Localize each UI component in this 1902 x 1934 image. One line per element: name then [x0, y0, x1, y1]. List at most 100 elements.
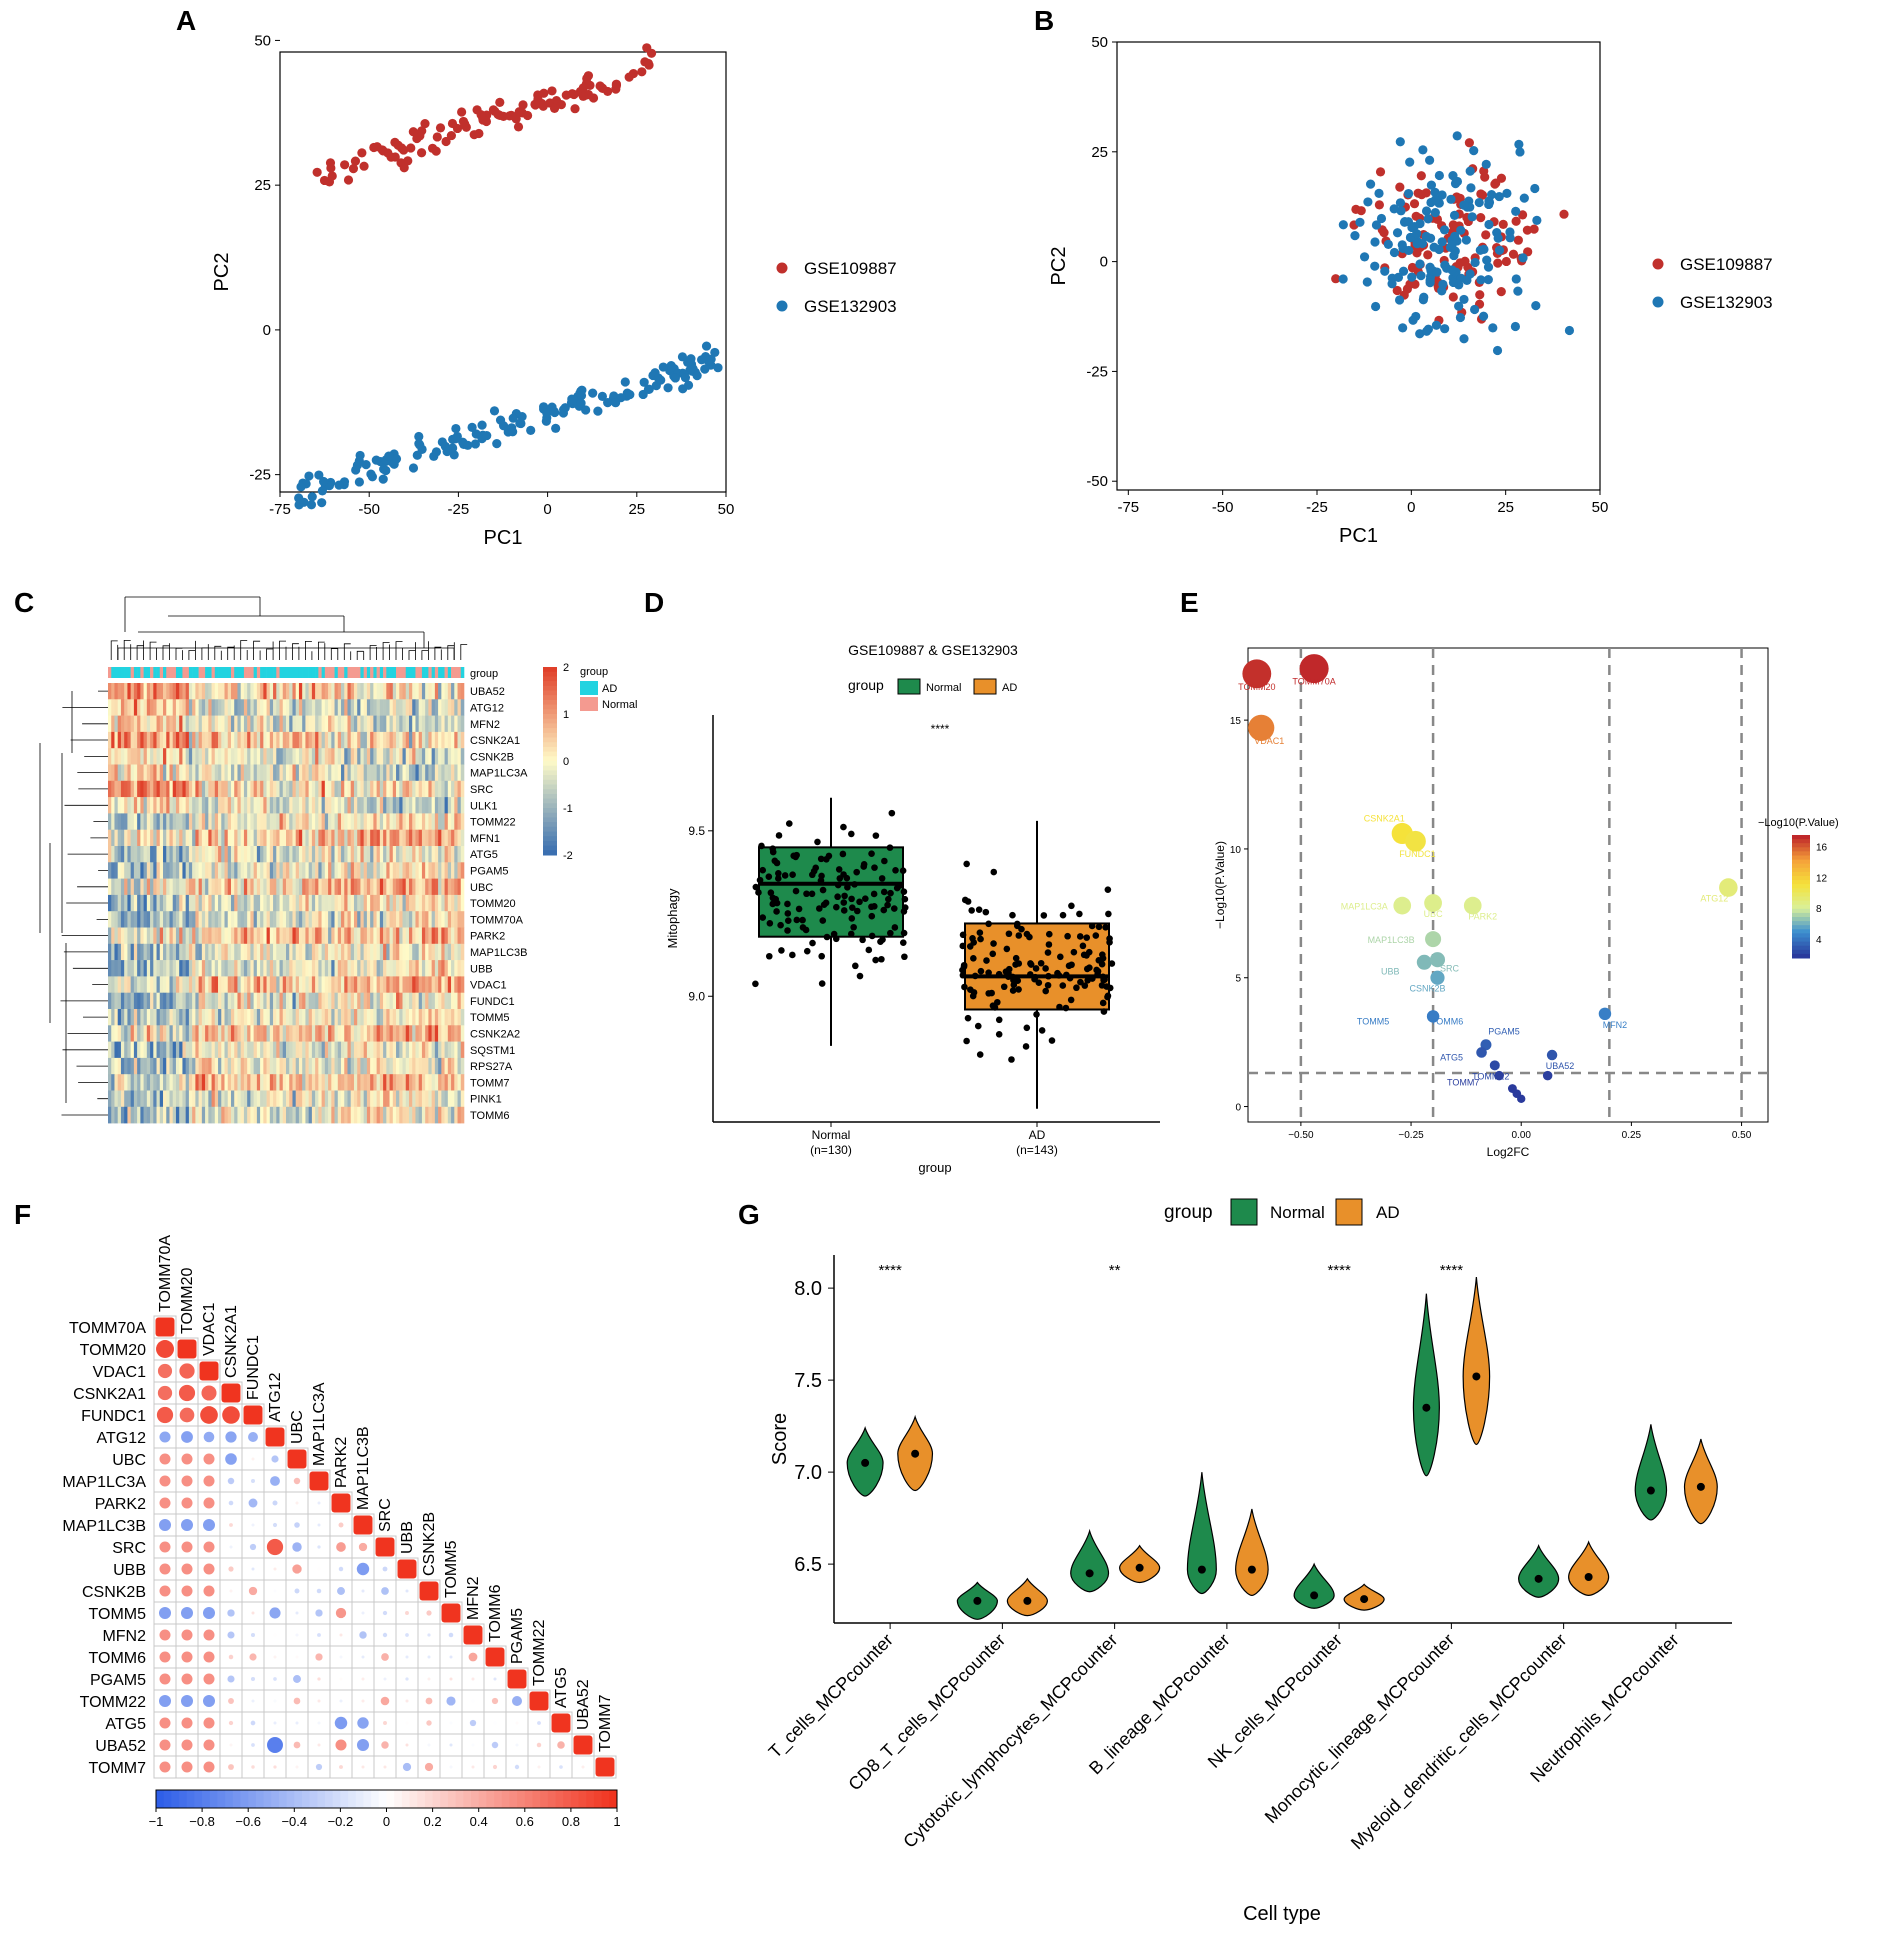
heatmap-cell	[276, 780, 280, 798]
heatmap-cell	[133, 1074, 138, 1091]
heatmap-cell	[370, 780, 374, 798]
jitter-point	[848, 915, 856, 922]
color-scale-tick: -2	[563, 850, 573, 862]
heatmap-cell	[360, 731, 364, 749]
heatmap-cell	[305, 1009, 309, 1026]
heatmap-cell	[214, 894, 219, 912]
heatmap-cell	[198, 1106, 203, 1124]
heatmap-cell	[451, 846, 455, 863]
heatmap-cell	[185, 1057, 190, 1075]
corr-circle	[338, 1522, 344, 1528]
significance-marker: ****	[1440, 1262, 1464, 1279]
heatmap-cell	[360, 1041, 364, 1059]
corr-circle	[222, 1406, 240, 1424]
heatmap-cell	[396, 699, 400, 716]
heatmap-cell	[227, 813, 232, 830]
legend-color-step	[1792, 941, 1810, 947]
heatmap-cell	[286, 797, 290, 814]
heatmap-cell	[153, 1106, 157, 1124]
heatmap-cell	[182, 1009, 186, 1026]
heatmap-cell	[425, 894, 429, 912]
heatmap-cell	[169, 911, 174, 928]
heatmap-cell	[324, 927, 329, 945]
legend-color-step	[1792, 945, 1810, 951]
heatmap-cell	[444, 976, 449, 993]
colorbar-step	[156, 1790, 165, 1808]
heatmap-cell	[269, 715, 274, 733]
heatmap-cell	[328, 829, 332, 847]
heatmap-row-label: TOMM7	[470, 1077, 510, 1089]
heatmap-cell	[108, 1025, 112, 1042]
volcano-point	[1429, 952, 1446, 968]
colorbar-tick-label: 0.2	[424, 1814, 442, 1829]
heatmap-cell	[188, 862, 193, 879]
data-point-gse132903	[1459, 200, 1469, 210]
heatmap-cell	[146, 846, 151, 863]
data-point-gse132903	[1437, 286, 1447, 296]
heatmap-cell	[256, 846, 261, 863]
data-point-gse132903	[541, 416, 551, 426]
heatmap-cell	[337, 878, 342, 896]
heatmap-cell	[350, 862, 355, 879]
heatmap-cell	[328, 1090, 332, 1108]
colorbar-step	[586, 1790, 595, 1808]
heatmap-cell	[457, 764, 462, 782]
heatmap-cell	[240, 878, 245, 896]
heatmap-cell	[143, 715, 148, 733]
jitter-point	[960, 963, 968, 971]
heatmap-cell	[289, 911, 293, 928]
heatmap-cell	[305, 699, 309, 716]
heatmap-cell	[205, 992, 209, 1010]
data-point-gse132903	[381, 465, 391, 476]
corr-diagonal-mark	[375, 1537, 395, 1557]
heatmap-cell	[396, 976, 400, 993]
heatmap-cell	[347, 894, 352, 912]
heatmap-cell	[353, 813, 358, 830]
heatmap-cell	[305, 846, 309, 863]
jitter-point	[1009, 973, 1016, 981]
heatmap-cell	[457, 943, 462, 961]
heatmap-cell	[328, 878, 332, 896]
heatmap-cell	[146, 1009, 151, 1026]
heatmap-cell	[150, 976, 154, 993]
heatmap-cell	[143, 764, 148, 782]
heatmap-cell	[366, 829, 371, 847]
jitter-point	[865, 946, 873, 954]
heatmap-cell	[214, 976, 219, 993]
heatmap-cell	[366, 813, 371, 830]
heatmap-cell	[205, 813, 209, 830]
group-annotation-cell	[444, 667, 449, 678]
corr-circle	[294, 1588, 300, 1594]
data-point-gse109887	[1513, 235, 1523, 245]
heatmap-cell	[344, 1074, 348, 1091]
colorbar-step	[263, 1790, 272, 1808]
colorbar-step	[547, 1790, 557, 1808]
heatmap-cell	[214, 1106, 219, 1124]
heatmap-cell	[140, 1090, 144, 1108]
data-point-gse132903	[1407, 272, 1417, 282]
data-point-gse132903	[1387, 273, 1397, 283]
heatmap-cell	[111, 1106, 115, 1124]
heatmap-cell	[247, 976, 251, 993]
heatmap-cell	[389, 1025, 394, 1042]
heatmap-cell	[438, 927, 442, 945]
corr-circle	[361, 1765, 365, 1769]
heatmap-cell	[438, 878, 442, 896]
heatmap-cell	[305, 894, 309, 912]
data-point-gse109887	[595, 81, 605, 91]
heatmap-cell	[428, 1090, 432, 1108]
corr-circle	[317, 1523, 321, 1527]
x-tick-label: 0	[1407, 499, 1415, 516]
legend-color-step	[1792, 900, 1810, 906]
heatmap-cell	[166, 797, 170, 814]
corr-col-label: ATG12	[267, 1372, 284, 1422]
jitter-point	[1062, 1004, 1070, 1012]
jitter-point	[977, 967, 985, 975]
heatmap-cell	[431, 748, 436, 765]
heatmap-cell	[331, 1074, 335, 1091]
legend-color-step	[1792, 851, 1810, 856]
jitter-point	[769, 848, 777, 856]
heatmap-cell	[205, 829, 209, 847]
group-annotation-cell	[389, 667, 394, 678]
heatmap-cell	[451, 731, 455, 749]
